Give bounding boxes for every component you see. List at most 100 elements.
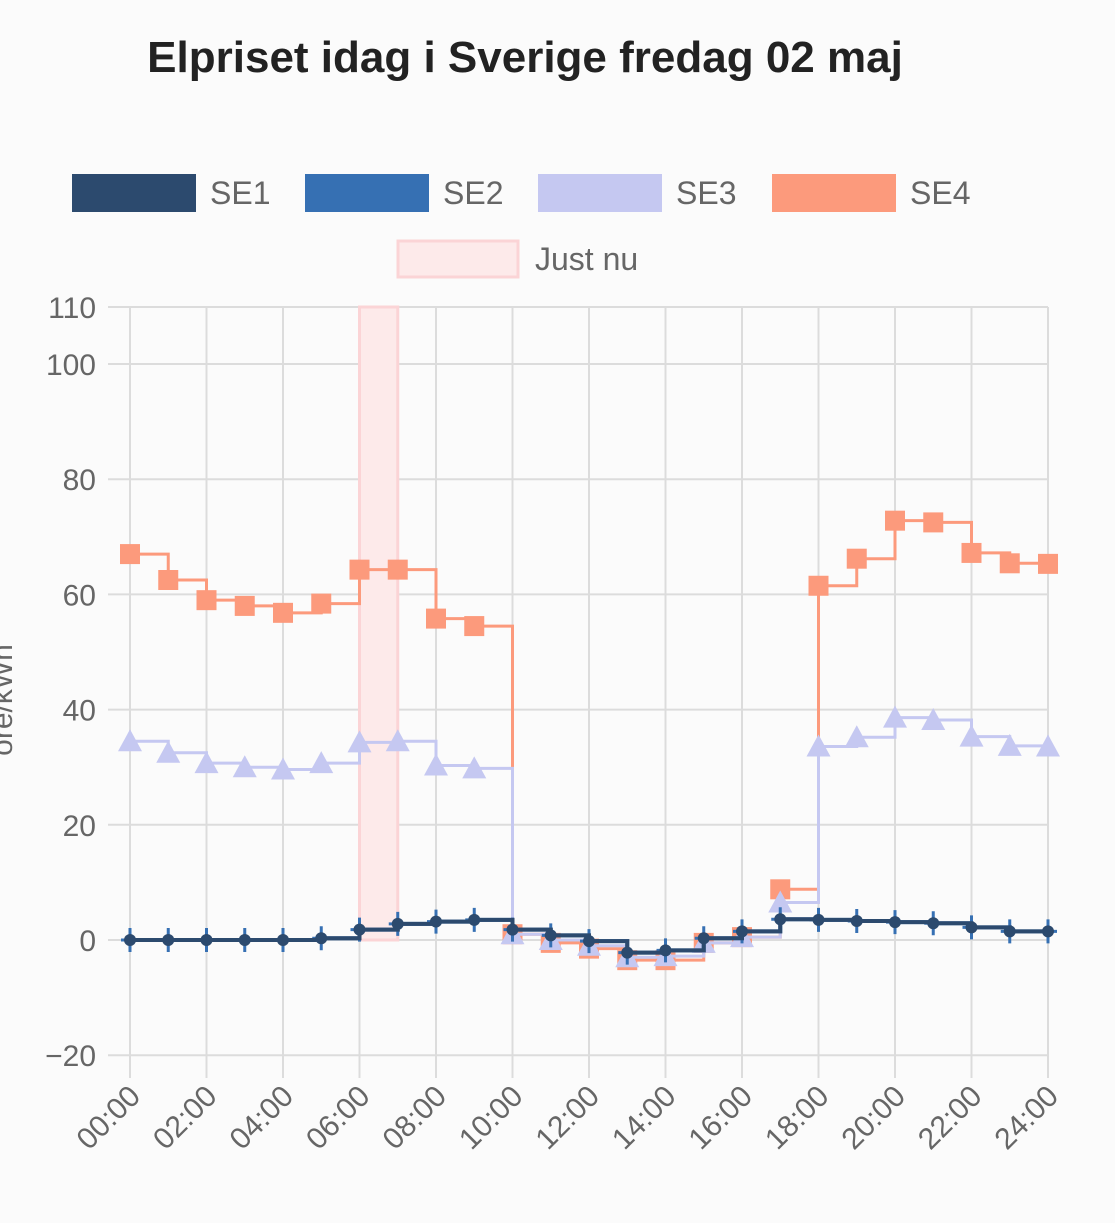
- point-se1[interactable]: [468, 913, 481, 926]
- axes: −20 0 20 40 60 80 100 110 00:00 02:00 04:00 06:00 08…: [45, 292, 1065, 1156]
- y-tick-label: 100: [46, 349, 96, 382]
- point-se4[interactable]: [846, 548, 867, 569]
- point-se4[interactable]: [387, 559, 408, 580]
- point-se3[interactable]: [768, 890, 793, 913]
- legend-label-se2[interactable]: SE2: [443, 175, 503, 211]
- point-se1[interactable]: [430, 915, 442, 928]
- point-se1[interactable]: [697, 932, 710, 945]
- point-se4[interactable]: [273, 602, 293, 623]
- point-se3[interactable]: [424, 753, 448, 776]
- point-se4[interactable]: [961, 542, 982, 563]
- point-se1[interactable]: [659, 944, 672, 957]
- point-se3[interactable]: [997, 733, 1022, 756]
- legend-label-just-nu[interactable]: Just nu: [535, 241, 638, 277]
- point-se4[interactable]: [426, 608, 446, 629]
- point-se3[interactable]: [118, 729, 142, 752]
- point-se1[interactable]: [1042, 925, 1054, 938]
- point-se3[interactable]: [347, 730, 372, 753]
- point-se3[interactable]: [156, 740, 181, 763]
- point-se3[interactable]: [271, 757, 295, 780]
- point-se3[interactable]: [921, 707, 946, 730]
- point-se4[interactable]: [999, 553, 1020, 574]
- x-tick-label: 12:00: [530, 1080, 606, 1156]
- point-se4[interactable]: [196, 590, 217, 611]
- chart-title: Elpriset idag i Sverige fredag 02 maj: [147, 33, 903, 82]
- legend-swatch-se3[interactable]: [538, 174, 662, 212]
- legend-label-se4[interactable]: SE4: [910, 175, 970, 211]
- point-se1[interactable]: [927, 917, 940, 930]
- y-tick-label: −20: [45, 1040, 96, 1073]
- legend-swatch-se2[interactable]: [305, 174, 429, 212]
- x-tick-label: 00:00: [71, 1080, 147, 1156]
- x-tick-label: 14:00: [606, 1080, 682, 1156]
- current-hour-highlight: [358, 305, 400, 942]
- point-se4[interactable]: [234, 595, 255, 616]
- x-tick-label: 24:00: [989, 1080, 1065, 1156]
- point-se3[interactable]: [232, 755, 257, 778]
- point-se1[interactable]: [544, 929, 557, 942]
- point-se3[interactable]: [959, 724, 984, 747]
- point-se4[interactable]: [885, 510, 905, 531]
- y-tick-label: 0: [79, 925, 96, 958]
- x-tick-label: 18:00: [759, 1080, 835, 1156]
- point-se1[interactable]: [583, 935, 595, 948]
- point-se4[interactable]: [770, 879, 791, 900]
- legend-swatch-just-nu[interactable]: [396, 239, 520, 279]
- x-tick-label: 06:00: [300, 1080, 376, 1156]
- point-se1[interactable]: [124, 934, 136, 946]
- series-layer: [118, 510, 1060, 971]
- point-se1[interactable]: [200, 934, 213, 946]
- point-se1[interactable]: [774, 913, 787, 926]
- point-se1[interactable]: [736, 925, 748, 938]
- point-se3[interactable]: [309, 751, 334, 774]
- point-se3[interactable]: [194, 751, 219, 774]
- x-tick-label: 10:00: [453, 1080, 529, 1156]
- legend-label-se3[interactable]: SE3: [676, 175, 736, 211]
- y-axis-label: öre/kWh: [0, 644, 19, 756]
- point-se1[interactable]: [1003, 925, 1016, 938]
- point-se1[interactable]: [889, 916, 901, 929]
- point-se3[interactable]: [806, 734, 831, 757]
- point-se4[interactable]: [158, 570, 179, 590]
- grid: [108, 306, 1049, 1078]
- point-se1[interactable]: [621, 946, 634, 959]
- legend-label-se1[interactable]: SE1: [210, 175, 270, 211]
- point-se3[interactable]: [385, 729, 410, 752]
- y-tick-label: 80: [63, 464, 96, 497]
- y-tick-label: 110: [48, 292, 96, 325]
- point-se4[interactable]: [808, 575, 829, 596]
- just-nu-band: [358, 305, 400, 942]
- point-se3[interactable]: [883, 705, 907, 728]
- point-se1[interactable]: [315, 932, 328, 945]
- point-se3[interactable]: [462, 756, 487, 779]
- point-se1[interactable]: [162, 934, 175, 946]
- y-tick-label: 20: [63, 810, 96, 843]
- y-tick-label: 40: [63, 695, 96, 728]
- point-se1[interactable]: [850, 914, 863, 927]
- point-se4[interactable]: [923, 512, 944, 533]
- x-tick-label: 20:00: [836, 1080, 912, 1156]
- series-se1: [124, 913, 1054, 959]
- legend-swatch-se1[interactable]: [72, 174, 196, 212]
- x-tick-label: 16:00: [683, 1080, 759, 1156]
- x-tick-label: 04:00: [224, 1080, 300, 1156]
- point-se3[interactable]: [844, 725, 869, 748]
- point-se1[interactable]: [238, 934, 251, 946]
- point-se1[interactable]: [353, 923, 366, 936]
- point-se1[interactable]: [812, 913, 825, 926]
- point-se1[interactable]: [277, 934, 289, 946]
- y-tick-label: 60: [63, 579, 96, 612]
- point-se4[interactable]: [464, 616, 485, 637]
- point-se3[interactable]: [1036, 734, 1060, 757]
- point-se1[interactable]: [506, 923, 519, 936]
- point-se4[interactable]: [349, 559, 370, 580]
- point-se1[interactable]: [391, 917, 404, 930]
- legend-swatch-se4[interactable]: [772, 174, 896, 212]
- point-se4[interactable]: [311, 593, 332, 614]
- point-se4[interactable]: [120, 544, 140, 565]
- point-se4[interactable]: [1038, 553, 1058, 574]
- x-tick-label: 22:00: [912, 1080, 988, 1156]
- point-se1[interactable]: [965, 921, 978, 934]
